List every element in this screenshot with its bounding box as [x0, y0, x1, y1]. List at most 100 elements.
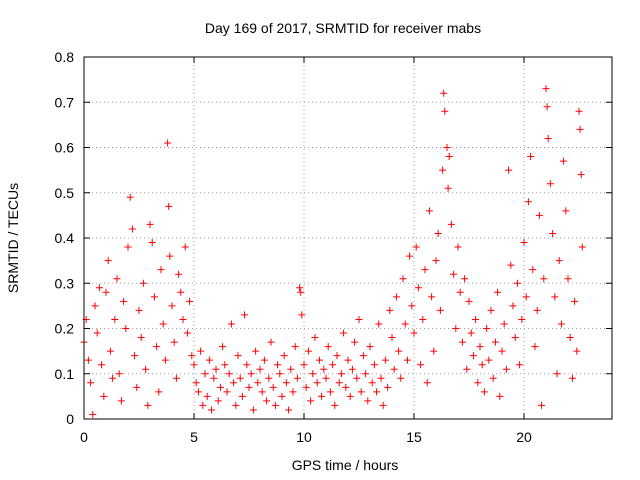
data-point: [485, 356, 493, 364]
x-tick-label: 10: [296, 429, 312, 445]
data-point: [322, 374, 330, 382]
data-point: [282, 379, 290, 387]
data-point: [439, 166, 447, 174]
data-point: [100, 392, 108, 400]
data-point: [302, 383, 310, 391]
data-point: [164, 139, 172, 147]
data-point: [390, 365, 398, 373]
data-point: [465, 297, 473, 305]
data-point: [381, 356, 389, 364]
data-point: [203, 392, 211, 400]
data-point: [560, 157, 568, 165]
data-point: [478, 361, 486, 369]
data-point: [335, 379, 343, 387]
data-point: [269, 383, 277, 391]
data-point: [357, 388, 365, 396]
data-point: [142, 365, 150, 373]
data-point: [212, 365, 220, 373]
data-point: [265, 374, 273, 382]
data-point: [241, 311, 249, 319]
data-point: [540, 275, 548, 283]
data-point: [179, 315, 187, 323]
data-point: [432, 257, 440, 265]
data-point: [362, 370, 370, 378]
data-point: [496, 392, 504, 400]
data-point: [216, 383, 224, 391]
data-point: [95, 284, 103, 292]
data-point: [359, 352, 367, 360]
data-point: [505, 166, 513, 174]
data-point: [144, 401, 152, 409]
data-point: [201, 370, 209, 378]
data-point: [494, 288, 502, 296]
data-point: [417, 361, 425, 369]
y-tick-label: 0.7: [55, 94, 75, 110]
data-point: [568, 374, 576, 382]
data-point: [342, 383, 350, 391]
data-point: [166, 252, 174, 260]
data-point: [425, 207, 433, 215]
data-point: [307, 397, 315, 405]
data-point: [461, 275, 469, 283]
y-tick-label: 0.4: [55, 230, 75, 246]
data-point: [518, 315, 526, 323]
x-tick-label: 5: [190, 429, 198, 445]
data-point: [199, 401, 207, 409]
data-point: [329, 361, 337, 369]
data-point: [450, 270, 458, 278]
data-point: [214, 397, 222, 405]
data-point: [368, 379, 376, 387]
data-point: [516, 361, 524, 369]
data-point: [578, 243, 586, 251]
data-point: [84, 356, 92, 364]
data-point: [133, 383, 141, 391]
data-point: [366, 343, 374, 351]
y-axis-label: SRMTID / TECUs: [5, 183, 21, 293]
data-point: [403, 356, 411, 364]
data-point: [392, 293, 400, 301]
data-point: [384, 383, 392, 391]
data-point: [535, 211, 543, 219]
data-point: [406, 252, 414, 260]
data-point: [397, 374, 405, 382]
data-point: [412, 243, 420, 251]
data-point: [236, 374, 244, 382]
data-point: [576, 125, 584, 133]
data-point: [256, 365, 264, 373]
data-point: [445, 153, 453, 161]
data-point: [93, 329, 101, 337]
data-point: [188, 352, 196, 360]
data-point: [355, 315, 363, 323]
tick-labels: 0 0.1 0.2 0.3 0.4 0.5 0.6 0.7 0.8 0 5 10 15 20: [55, 49, 532, 445]
data-point: [498, 347, 506, 355]
data-point: [106, 347, 114, 355]
data-point: [155, 388, 163, 396]
data-point: [243, 361, 251, 369]
data-point: [474, 379, 482, 387]
data-point: [483, 325, 491, 332]
data-point: [538, 401, 546, 409]
data-point: [146, 220, 154, 228]
data-point: [234, 352, 242, 360]
data-point: [91, 302, 99, 310]
data-point: [555, 257, 563, 265]
data-point: [577, 171, 585, 179]
data-point: [296, 284, 304, 292]
data-point: [489, 374, 497, 382]
data-point: [161, 356, 169, 364]
data-point: [491, 338, 499, 346]
data-point: [440, 89, 448, 97]
data-point: [192, 379, 200, 387]
data-point: [150, 293, 158, 301]
data-point: [227, 320, 235, 328]
x-tick-label: 0: [80, 429, 88, 445]
data-point: [252, 347, 260, 355]
data-point: [421, 266, 429, 274]
data-point: [102, 288, 110, 296]
data-point: [311, 334, 319, 342]
data-point: [564, 275, 572, 283]
data-point: [315, 356, 323, 364]
data-point: [111, 315, 119, 323]
data-point: [331, 401, 339, 409]
data-point: [441, 107, 449, 115]
